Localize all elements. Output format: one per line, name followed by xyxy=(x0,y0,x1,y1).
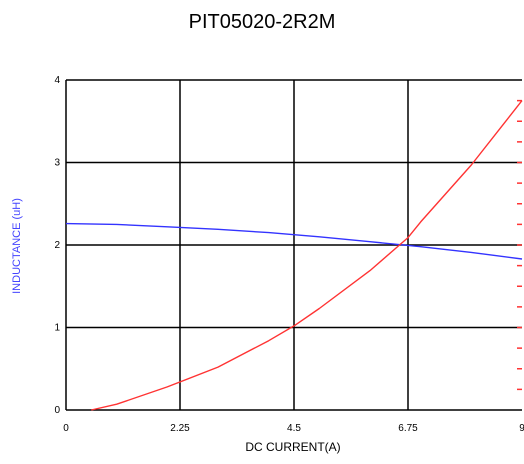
y-tick-label: 1 xyxy=(54,323,60,334)
x-tick-label: 4.5 xyxy=(287,423,301,434)
grid xyxy=(66,80,522,410)
y-axis-label: INDUCTANCE (uH) xyxy=(11,198,23,294)
series-group xyxy=(65,100,523,411)
x-tick-label: 6.75 xyxy=(398,423,418,434)
chart-title: PIT05020-2R2M xyxy=(188,11,336,33)
x-tick-label: 0 xyxy=(63,423,69,434)
right-axis-ticks xyxy=(517,99,522,391)
plot-border xyxy=(65,79,522,411)
y-tick-labels: 0 1 2 3 4 xyxy=(54,75,60,416)
y-tick-label: 0 xyxy=(54,405,60,416)
inductance-curve xyxy=(65,222,523,260)
y-tick-label: 2 xyxy=(54,240,60,251)
temperature-rise-curve xyxy=(91,100,523,411)
x-axis-label: DC CURRENT(A) xyxy=(245,440,340,454)
y-tick-label: 3 xyxy=(54,158,60,169)
x-tick-label: 9 xyxy=(519,423,524,434)
x-tick-labels: 0 2.25 4.5 6.75 9 xyxy=(63,423,524,434)
y-tick-label: 4 xyxy=(54,75,60,86)
x-tick-label: 2.25 xyxy=(170,423,190,434)
